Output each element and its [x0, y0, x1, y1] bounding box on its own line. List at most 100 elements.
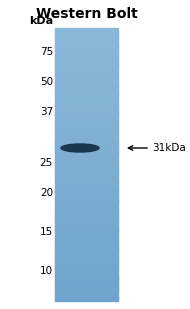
- Bar: [55, 282, 118, 284]
- Bar: [55, 251, 118, 253]
- Bar: [55, 220, 118, 222]
- Bar: [55, 229, 118, 231]
- Bar: [55, 83, 118, 85]
- Bar: [55, 144, 118, 146]
- Bar: [55, 128, 118, 130]
- Bar: [55, 291, 118, 293]
- Bar: [55, 193, 118, 195]
- Bar: [55, 41, 118, 43]
- Bar: [55, 33, 118, 36]
- Bar: [55, 169, 118, 172]
- Bar: [55, 171, 118, 174]
- Text: kDa: kDa: [29, 16, 53, 26]
- Bar: [55, 289, 118, 291]
- Bar: [55, 160, 118, 163]
- Text: 10: 10: [40, 266, 53, 276]
- Bar: [55, 99, 118, 101]
- Bar: [55, 298, 118, 300]
- Bar: [55, 35, 118, 38]
- Bar: [55, 244, 118, 246]
- Bar: [55, 253, 118, 255]
- Bar: [55, 119, 118, 121]
- Bar: [55, 273, 118, 275]
- Bar: [55, 175, 118, 177]
- Bar: [55, 88, 118, 90]
- Bar: [55, 280, 118, 282]
- Bar: [55, 238, 118, 241]
- Bar: [55, 112, 118, 114]
- Bar: [55, 151, 118, 154]
- Bar: [55, 102, 118, 105]
- Bar: [55, 182, 118, 184]
- Text: 20: 20: [40, 188, 53, 198]
- Bar: [55, 287, 118, 290]
- Bar: [55, 218, 118, 221]
- Bar: [55, 146, 118, 148]
- Bar: [55, 131, 118, 134]
- Bar: [55, 62, 118, 65]
- Bar: [55, 177, 118, 179]
- Bar: [55, 100, 118, 103]
- Bar: [55, 91, 118, 94]
- Bar: [55, 106, 118, 108]
- Bar: [55, 61, 118, 63]
- Bar: [55, 249, 118, 252]
- Bar: [55, 48, 118, 50]
- Bar: [55, 277, 118, 279]
- Bar: [55, 284, 118, 286]
- Bar: [55, 108, 118, 110]
- Bar: [55, 126, 118, 128]
- Bar: [55, 204, 118, 206]
- Bar: [55, 240, 118, 243]
- Bar: [55, 50, 118, 52]
- Bar: [55, 258, 118, 260]
- Bar: [55, 206, 118, 208]
- Bar: [55, 137, 118, 139]
- Bar: [55, 256, 118, 259]
- Text: 31kDa: 31kDa: [152, 143, 186, 153]
- Bar: [55, 227, 118, 230]
- Bar: [55, 122, 118, 125]
- Bar: [55, 150, 118, 152]
- Bar: [55, 90, 118, 92]
- Bar: [55, 28, 118, 30]
- Bar: [55, 202, 118, 204]
- Bar: [55, 209, 118, 212]
- Bar: [55, 121, 118, 123]
- Bar: [55, 222, 118, 224]
- Bar: [55, 255, 118, 257]
- Bar: [55, 293, 118, 295]
- Bar: [55, 231, 118, 233]
- Bar: [55, 39, 118, 41]
- Bar: [55, 57, 118, 59]
- Bar: [55, 246, 118, 248]
- Bar: [55, 124, 118, 126]
- Bar: [55, 139, 118, 141]
- Bar: [55, 159, 118, 161]
- Bar: [55, 208, 118, 210]
- Bar: [55, 129, 118, 132]
- Bar: [55, 55, 118, 57]
- Bar: [55, 166, 118, 168]
- Bar: [55, 198, 118, 201]
- Text: 37: 37: [40, 107, 53, 117]
- Bar: [55, 148, 118, 150]
- Bar: [55, 269, 118, 272]
- Bar: [55, 43, 118, 45]
- Text: 25: 25: [40, 158, 53, 168]
- Bar: [55, 135, 118, 137]
- Text: 75: 75: [40, 47, 53, 57]
- Bar: [55, 73, 118, 76]
- Bar: [55, 236, 118, 239]
- Bar: [55, 142, 118, 145]
- Bar: [55, 44, 118, 47]
- Bar: [55, 110, 118, 112]
- Bar: [55, 191, 118, 193]
- Bar: [55, 184, 118, 186]
- Bar: [55, 66, 118, 68]
- Bar: [55, 153, 118, 155]
- Bar: [55, 248, 118, 250]
- Bar: [55, 226, 118, 228]
- Bar: [55, 294, 118, 297]
- Bar: [55, 53, 118, 56]
